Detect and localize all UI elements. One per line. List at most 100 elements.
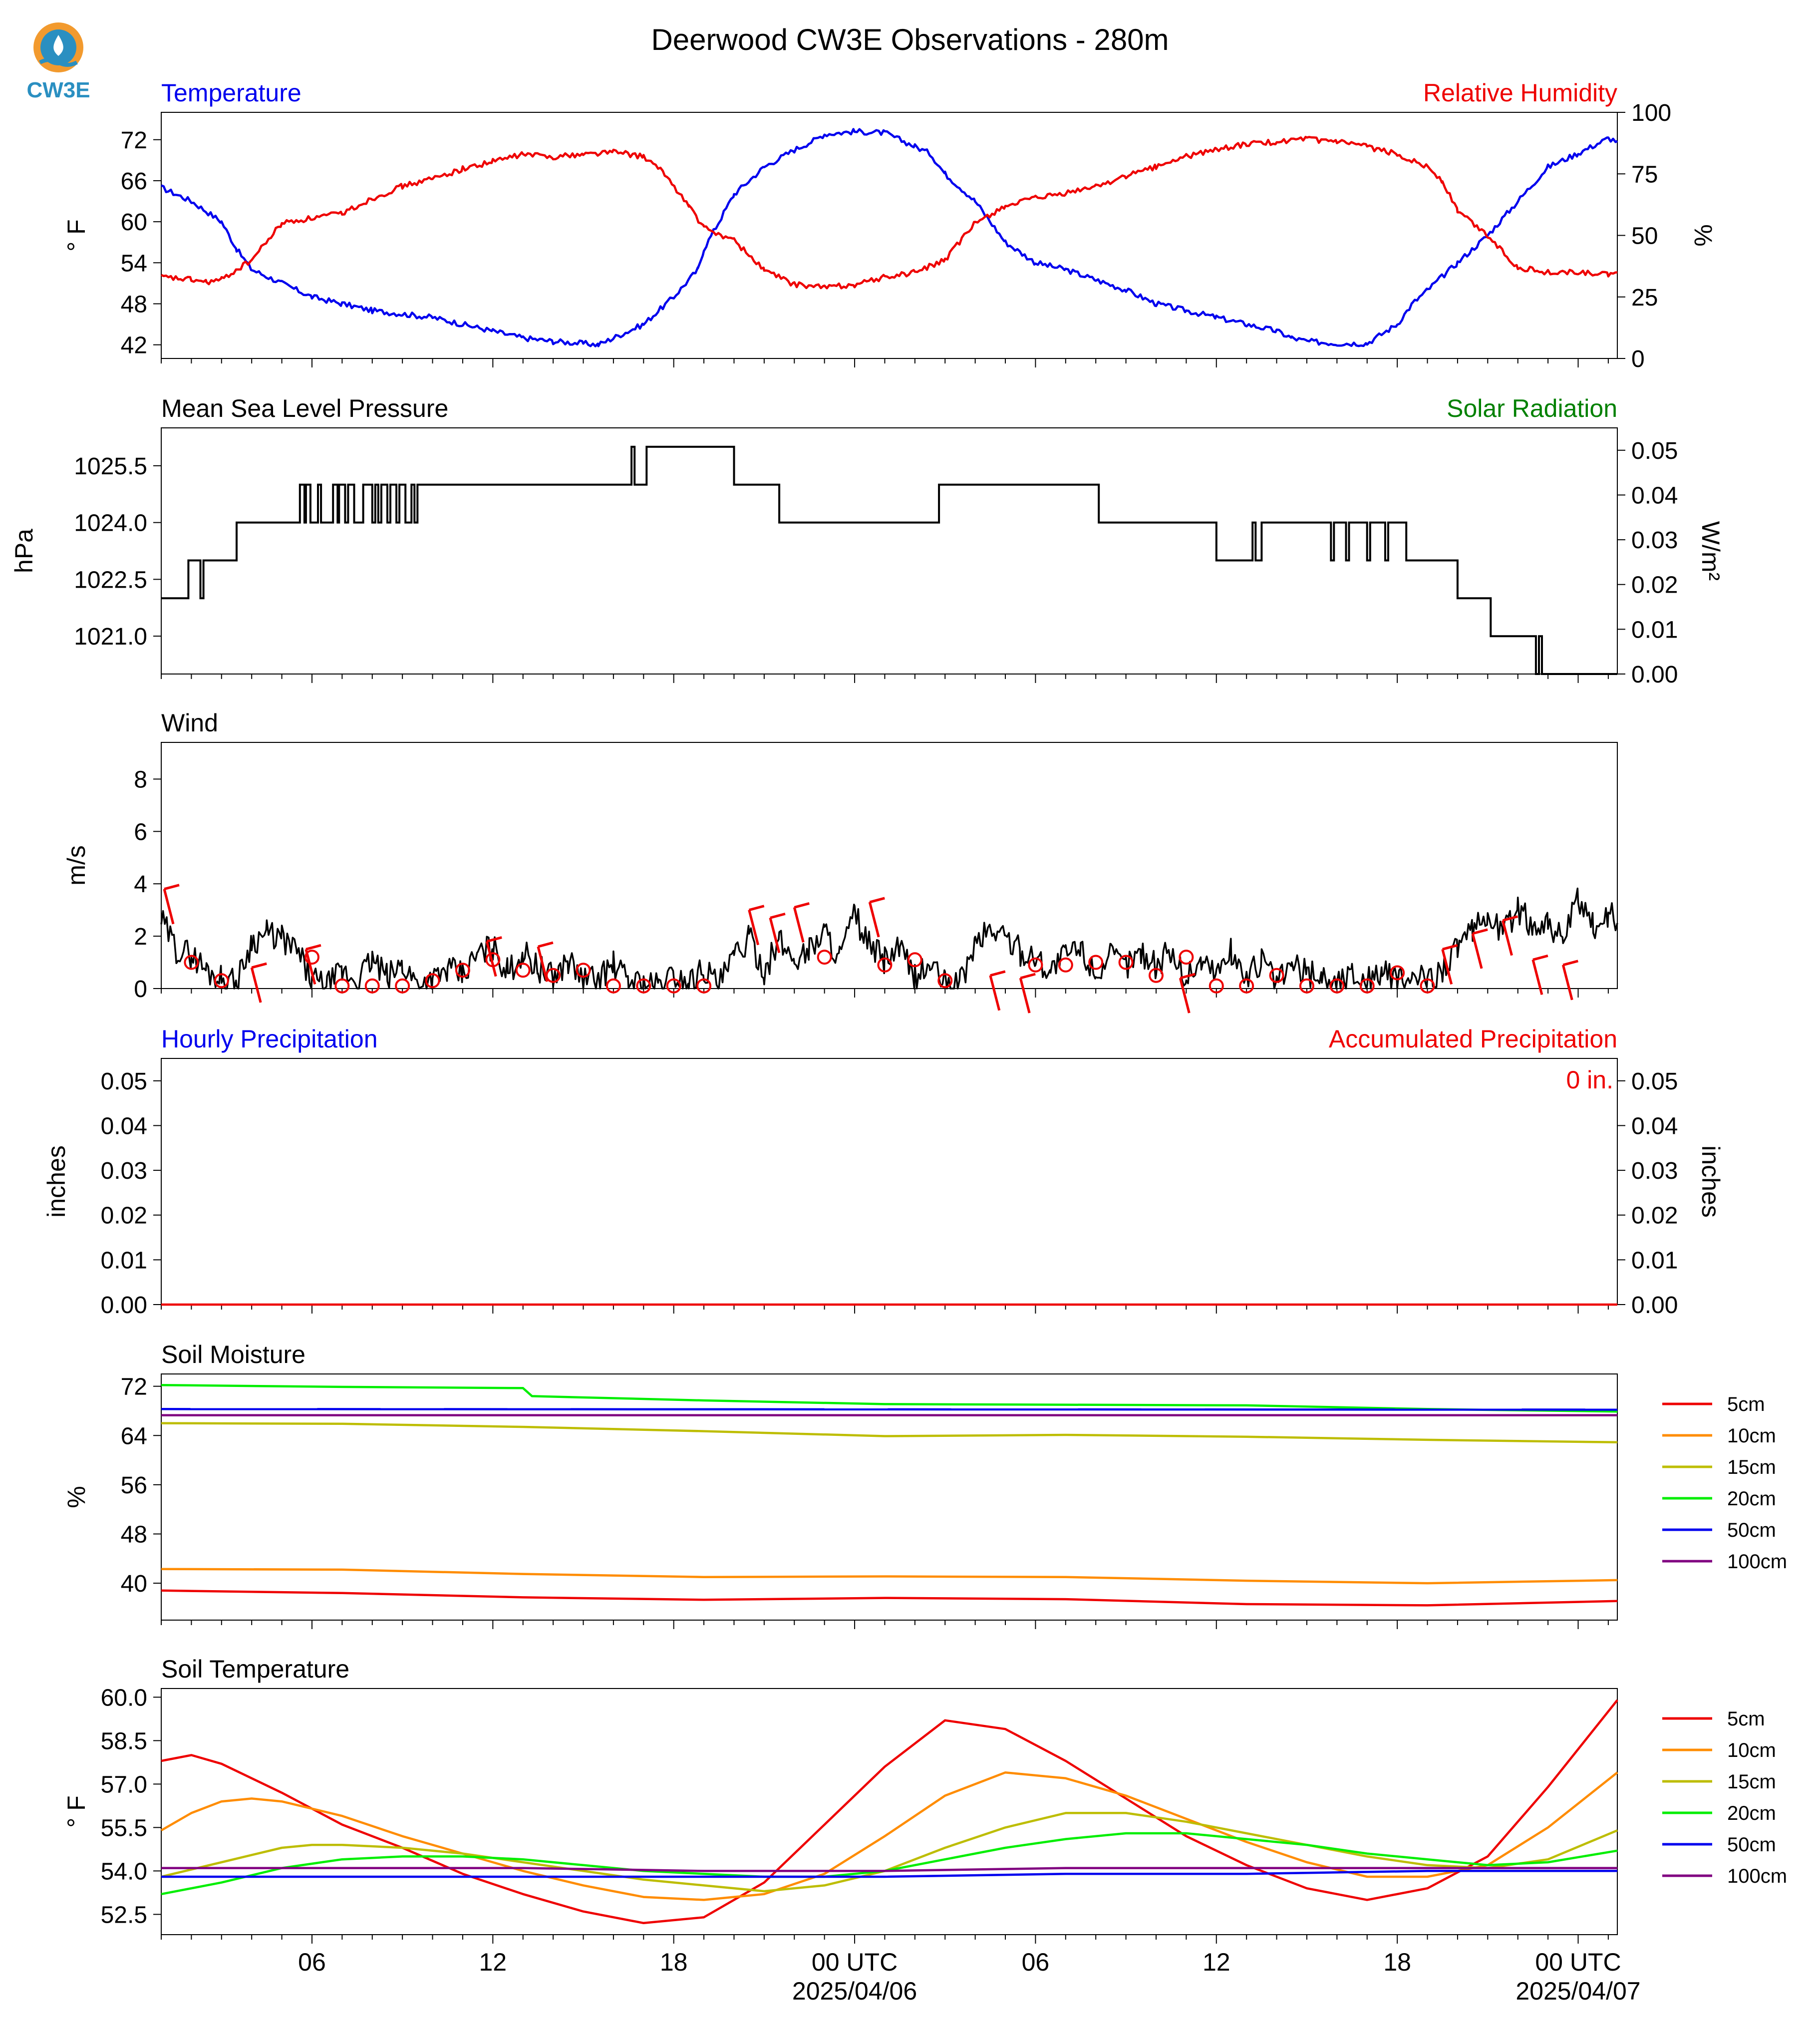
y-right-tick-label: 0.04 (1631, 1113, 1678, 1139)
y-tick-label: 0.02 (101, 1203, 147, 1229)
plot-frame (161, 112, 1618, 359)
plot-frame (161, 1373, 1618, 1621)
calm-wind-marker (455, 963, 470, 978)
y-tick-label: 6 (134, 819, 147, 845)
y-tick-label: 72 (121, 127, 147, 154)
calm-wind-marker (1299, 978, 1314, 994)
panel-title-left: Temperature (161, 79, 302, 107)
panel-title-left: Hourly Precipitation (161, 1025, 378, 1053)
x-tick-label: 00 UTC (1535, 1948, 1621, 1976)
legend-label-50cm: 50cm (1727, 1519, 1776, 1541)
calm-wind-marker (304, 950, 319, 965)
y-tick-label: 48 (121, 1521, 147, 1548)
calm-wind-marker (334, 978, 350, 994)
calm-wind-marker (1088, 955, 1104, 970)
y-tick-label: 52.5 (101, 1902, 147, 1928)
calm-wind-marker (877, 957, 893, 973)
calm-wind-marker (1058, 957, 1073, 973)
y-tick-label: 1025.5 (74, 453, 147, 480)
x-date-label: 2025/04/07 (1516, 1977, 1640, 2005)
series-5cm (161, 1699, 1618, 1925)
wind-barb (1441, 944, 1458, 985)
wind-barb (485, 936, 502, 977)
legend-label-15cm: 15cm (1727, 1456, 1776, 1478)
legend-label-5cm: 5cm (1727, 1393, 1765, 1415)
wind-barb (1561, 960, 1578, 1001)
calm-wind-marker (1420, 978, 1435, 994)
calm-wind-marker (666, 978, 681, 994)
y-right-tick-label: 0.00 (1631, 662, 1678, 688)
calm-wind-marker (696, 978, 712, 994)
calm-wind-marker (817, 950, 832, 965)
y-tick-label: 64 (121, 1423, 147, 1449)
accumulated-total-label: 0 in. (1566, 1066, 1613, 1094)
calm-wind-marker (1148, 968, 1164, 983)
y-tick-label: 1021.0 (74, 624, 147, 650)
y-tick-label: 58.5 (101, 1728, 147, 1754)
calm-wind-marker (1239, 978, 1254, 994)
plot-frame (161, 1688, 1618, 1935)
y-right-tick-label: 0.01 (1631, 617, 1678, 643)
y-tick-label: 42 (121, 333, 147, 359)
y-right-tick-label: 0.02 (1631, 1203, 1678, 1229)
y-tick-label: 40 (121, 1571, 147, 1597)
x-tick-label: 12 (479, 1948, 507, 1976)
y-right-tick-label: 0.01 (1631, 1247, 1678, 1274)
panel-pressure: Mean Sea Level Pressure Solar Radiation 10… (10, 394, 1725, 688)
calm-wind-marker (1390, 965, 1405, 981)
cw3e-logo: CW3E (26, 22, 90, 102)
logo-text: CW3E (26, 78, 90, 102)
wind-barb (537, 941, 554, 982)
y-tick-label: 0.00 (101, 1292, 147, 1319)
y-tick-label: 55.5 (101, 1815, 147, 1841)
y-axis-label: ° F (62, 1795, 90, 1827)
calm-wind-marker (576, 963, 591, 978)
y-tick-label: 8 (134, 766, 147, 793)
wind-barb (793, 902, 810, 943)
calm-wind-marker (1179, 950, 1194, 965)
plot-frame (161, 1058, 1618, 1305)
y-tick-label: 56 (121, 1472, 147, 1499)
series-5cm (161, 1589, 1618, 1607)
page-title: Deerwood CW3E Observations - 280m (651, 23, 1169, 56)
panel-precip: Hourly Precipitation Accumulated Precipit… (42, 1025, 1725, 1319)
calm-wind-marker (1329, 978, 1345, 994)
series-20cm (161, 1383, 1618, 1413)
y-tick-label: 1022.5 (74, 567, 147, 593)
y-right-tick-label: 0.03 (1631, 1158, 1678, 1184)
calm-wind-marker (425, 973, 440, 989)
panel-title-left: Wind (161, 709, 218, 737)
y-tick-label: 66 (121, 168, 147, 195)
calm-wind-marker (1269, 968, 1284, 983)
y-right-tick-label: 100 (1631, 100, 1671, 126)
panel-title-right: Solar Radiation (1447, 394, 1617, 422)
y-tick-label: 0.03 (101, 1158, 147, 1184)
wind-barb (1471, 928, 1488, 969)
wind-barb (868, 897, 885, 938)
y-tick-label: 1024.0 (74, 510, 147, 537)
wind-barb (1531, 954, 1548, 995)
panel-wind: Wind 0 2 4 6 8 m/s (62, 709, 1618, 1014)
plot-frame (161, 742, 1618, 989)
series-temperature (161, 128, 1618, 347)
x-date-label: 2025/04/06 (792, 1977, 917, 2005)
calm-wind-marker (937, 973, 953, 989)
y-tick-label: 54.0 (101, 1858, 147, 1885)
legend-label-100cm: 100cm (1727, 1551, 1787, 1573)
logo-drop-icon (53, 35, 63, 56)
wind-barb (1019, 973, 1036, 1014)
series-100cm (161, 1867, 1617, 1872)
wind-barb (163, 884, 180, 925)
series-10cm (161, 1568, 1618, 1585)
wind-barb (1502, 915, 1518, 956)
calm-wind-marker (1028, 957, 1043, 973)
series-20cm (161, 1832, 1618, 1896)
x-tick-label: 12 (1203, 1948, 1230, 1976)
y-tick-label: 0.01 (101, 1247, 147, 1274)
y-right-tick-label: 0.03 (1631, 527, 1678, 554)
x-tick-label: 18 (1383, 1948, 1411, 1976)
y-tick-label: 4 (134, 871, 147, 898)
y-tick-label: 54 (121, 250, 147, 277)
